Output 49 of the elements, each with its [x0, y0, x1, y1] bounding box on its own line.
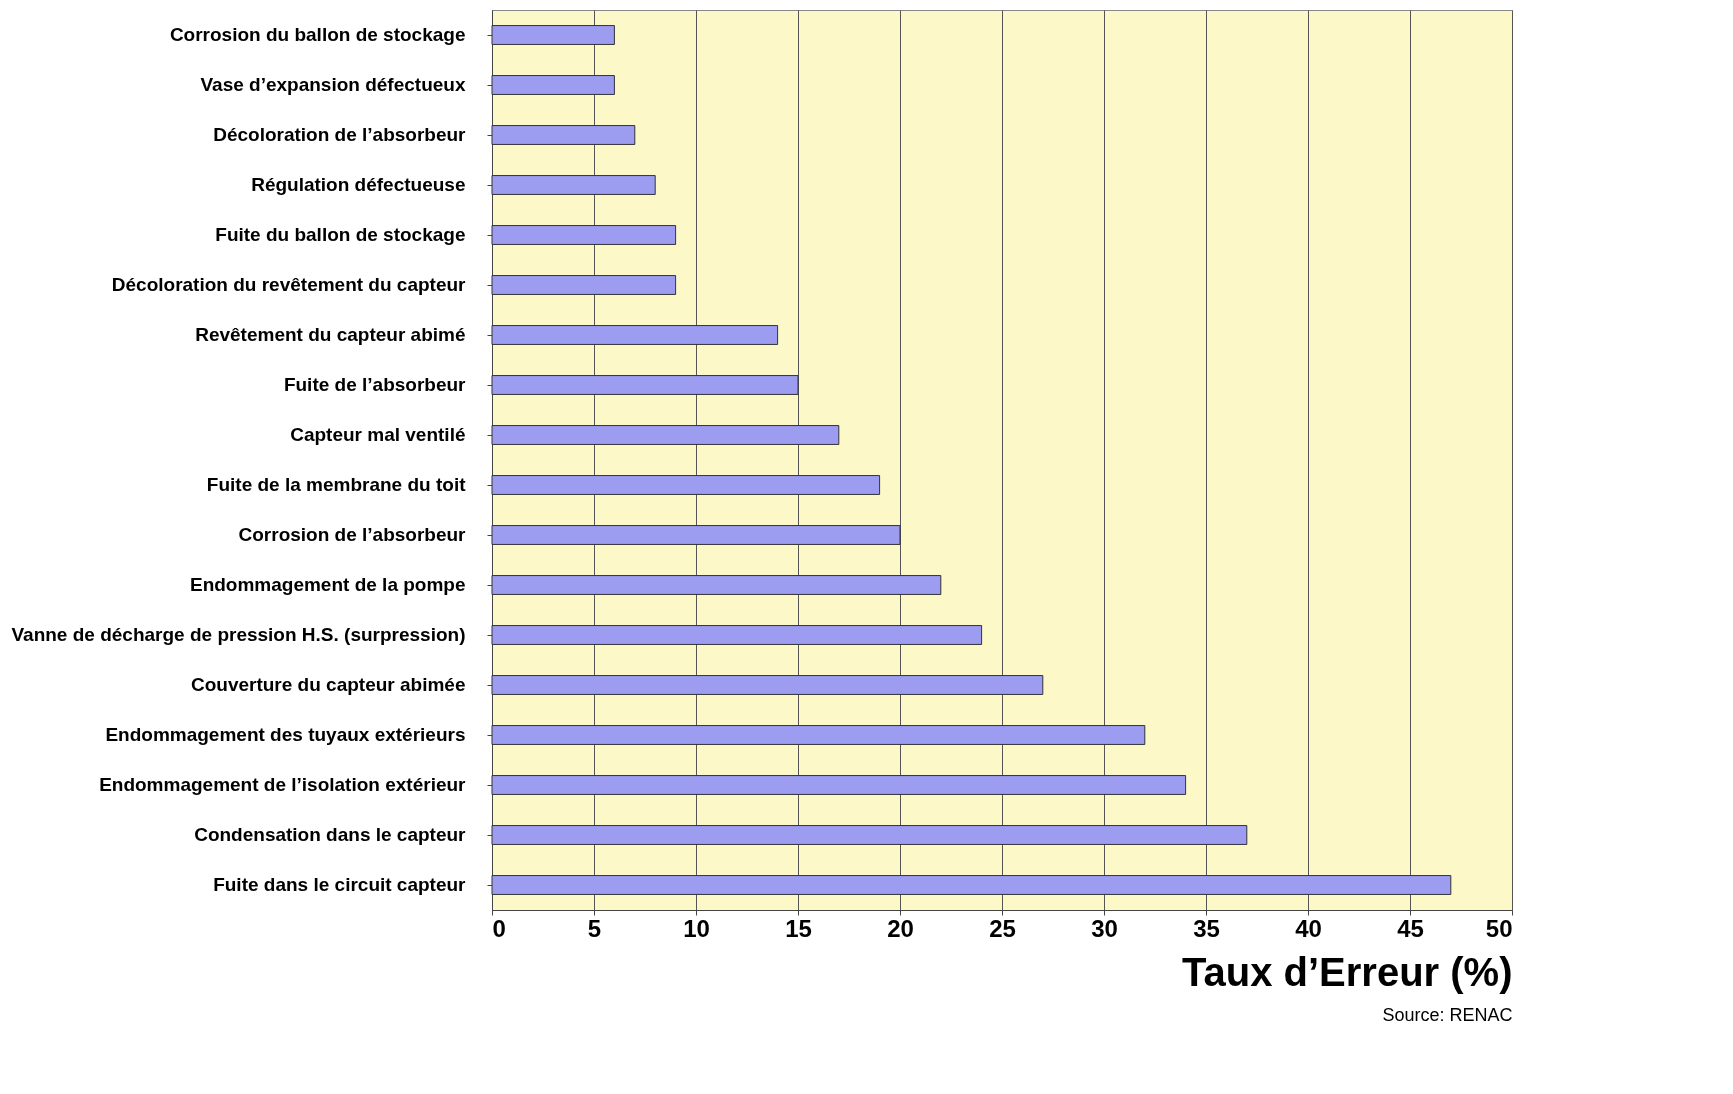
source-note: Source: RENAC: [1382, 1005, 1513, 1025]
y-tick-label: Corrosion du ballon de stockage: [169, 24, 466, 45]
x-tick-label: 10: [683, 914, 710, 942]
x-tick-label: 20: [887, 914, 914, 942]
x-tick-label: 0: [492, 914, 506, 942]
x-tick-label: 15: [785, 914, 812, 942]
bar: [491, 275, 677, 295]
y-tick-label: Fuite dans le circuit capteur: [213, 874, 467, 895]
y-tick-label: Revêtement du capteur abimé: [195, 324, 466, 345]
bar: [491, 25, 615, 45]
bar: [491, 875, 1452, 895]
bar: [491, 525, 901, 545]
bar: [491, 675, 1044, 695]
bar: [491, 325, 779, 345]
x-tick-label: 40: [1295, 914, 1322, 942]
x-tick-label: 25: [989, 914, 1016, 942]
bar: [491, 475, 881, 495]
y-tick-label: Couverture du capteur abimée: [190, 674, 466, 695]
bar: [491, 175, 656, 195]
y-tick-label: Régulation défectueuse: [251, 174, 466, 195]
bar: [491, 75, 615, 95]
y-tick-label: Fuite du ballon de stockage: [215, 224, 466, 245]
x-tick-label: 30: [1091, 914, 1118, 942]
y-tick-label: Endommagement de la pompe: [189, 574, 466, 595]
bar: [491, 725, 1146, 745]
bar: [491, 425, 840, 445]
x-tick-label: 35: [1193, 914, 1220, 942]
y-tick-label: Corrosion de l’absorbeur: [238, 524, 467, 545]
y-tick-label: Décoloration du revêtement du capteur: [111, 274, 467, 295]
y-tick-label: Endommagement des tuyaux extérieurs: [105, 724, 466, 745]
x-tick-label: 50: [1485, 914, 1513, 942]
y-tick-label: Endommagement de l’isolation extérieur: [99, 774, 467, 795]
bar: [491, 575, 942, 595]
y-tick-label: Vase d’expansion défectueux: [200, 74, 466, 95]
y-tick-label: Condensation dans le capteur: [194, 824, 467, 845]
y-tick-label: Fuite de l’absorbeur: [283, 374, 467, 395]
y-tick-label: Fuite de la membrane du toit: [206, 474, 467, 495]
bar: [491, 225, 677, 245]
x-tick-label: 5: [587, 914, 602, 942]
bar: [491, 775, 1187, 795]
y-tick-label: Vanne de décharge de pression H.S. (surpression): [11, 624, 466, 645]
y-tick-label: Capteur mal ventilé: [290, 424, 466, 445]
bar: [491, 625, 983, 645]
bar: [491, 375, 799, 395]
bar: [491, 825, 1248, 845]
y-tick-label: Décoloration de l’absorbeur: [213, 124, 467, 145]
bar: [491, 125, 636, 145]
x-tick-label: 45: [1397, 914, 1424, 942]
x-axis-title: Taux d’Erreur (%): [1182, 949, 1513, 994]
